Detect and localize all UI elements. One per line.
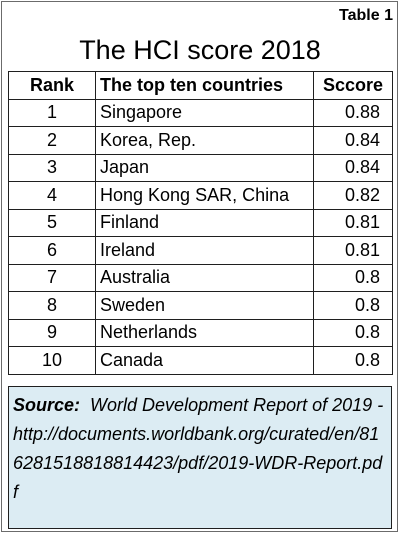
country-cell: Korea, Rep. bbox=[95, 126, 314, 155]
country-cell: Canada bbox=[95, 346, 314, 375]
score-cell: 0.84 bbox=[313, 153, 393, 182]
source-label: Source: bbox=[13, 395, 81, 415]
hci-table: Rank The top ten countries Sccore 1 Sing… bbox=[8, 71, 393, 375]
country-cell: Australia bbox=[95, 263, 314, 292]
rank-cell: 3 bbox=[8, 153, 96, 182]
rank-cell: 5 bbox=[8, 208, 96, 237]
table-row: 5 Finland 0.81 bbox=[8, 208, 393, 237]
score-cell: 0.84 bbox=[313, 126, 393, 155]
table-row: 6 Ireland 0.81 bbox=[8, 236, 393, 265]
table-label: Table 1 bbox=[339, 7, 393, 24]
rank-cell: 7 bbox=[8, 263, 96, 292]
table-row: 3 Japan 0.84 bbox=[8, 153, 393, 182]
score-cell: 0.81 bbox=[313, 208, 393, 237]
table-row: 4 Hong Kong SAR, China 0.82 bbox=[8, 181, 393, 210]
table-row: 2 Korea, Rep. 0.84 bbox=[8, 126, 393, 155]
rank-cell: 4 bbox=[8, 181, 96, 210]
table-row: 9 Netherlands 0.8 bbox=[8, 318, 393, 347]
score-cell: 0.8 bbox=[313, 291, 393, 320]
country-cell: Hong Kong SAR, China bbox=[95, 181, 314, 210]
table-row: 1 Singapore 0.88 bbox=[8, 98, 393, 127]
header-row: Rank The top ten countries Sccore bbox=[8, 71, 393, 100]
rank-cell: 10 bbox=[8, 346, 96, 375]
source-text[interactable]: World Development Report of 2019 - http:… bbox=[13, 395, 384, 502]
score-cell: 0.88 bbox=[313, 98, 393, 127]
score-cell: 0.8 bbox=[313, 346, 393, 375]
source-note: Source: World Development Report of 2019… bbox=[8, 386, 392, 529]
table-row: 7 Australia 0.8 bbox=[8, 263, 393, 292]
rank-cell: 6 bbox=[8, 236, 96, 265]
rank-cell: 9 bbox=[8, 318, 96, 347]
table-title: The HCI score 2018 bbox=[79, 35, 321, 65]
country-cell: Netherlands bbox=[95, 318, 314, 347]
rank-cell: 8 bbox=[8, 291, 96, 320]
country-cell: Finland bbox=[95, 208, 314, 237]
country-cell: Sweden bbox=[95, 291, 314, 320]
score-cell: 0.81 bbox=[313, 236, 393, 265]
score-cell: 0.8 bbox=[313, 263, 393, 292]
rank-cell: 2 bbox=[8, 126, 96, 155]
score-cell: 0.8 bbox=[313, 318, 393, 347]
rank-cell: 1 bbox=[8, 98, 96, 127]
table-row: 8 Sweden 0.8 bbox=[8, 291, 393, 320]
country-cell: Ireland bbox=[95, 236, 314, 265]
header-country: The top ten countries bbox=[95, 71, 314, 100]
country-cell: Singapore bbox=[95, 98, 314, 127]
score-cell: 0.82 bbox=[313, 181, 393, 210]
country-cell: Japan bbox=[95, 153, 314, 182]
header-rank: Rank bbox=[8, 71, 96, 100]
header-score: Sccore bbox=[313, 71, 393, 100]
table-row: 10 Canada 0.8 bbox=[8, 346, 393, 375]
